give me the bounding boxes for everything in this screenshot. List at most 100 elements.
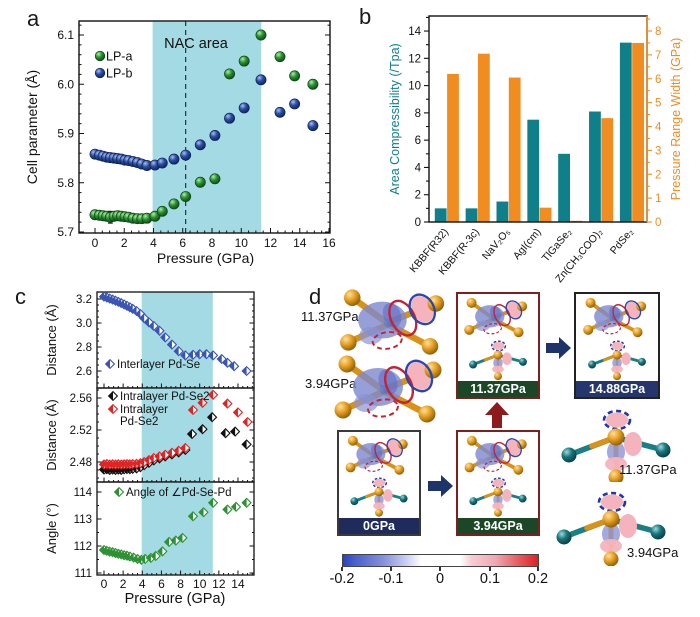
x-tick-label: 8 — [177, 577, 184, 591]
y-tick-label: 2.6 — [76, 366, 92, 378]
bar-pressure-range-width — [632, 42, 644, 222]
data-point-outline — [230, 501, 242, 513]
data-point-half — [164, 537, 170, 547]
left-tick-label: 4 — [415, 162, 422, 174]
data-point-half — [111, 548, 116, 558]
data-point-half — [105, 547, 110, 557]
pressure-label: 3.94GPa — [305, 376, 357, 391]
right-arrow-icon — [428, 475, 453, 497]
molecule-top — [462, 433, 529, 475]
data-point-half — [135, 309, 141, 319]
bar-area-compressibility — [465, 208, 478, 222]
data-point-half — [132, 459, 137, 469]
data-point-half — [242, 498, 247, 508]
x-tick-label: 4 — [150, 236, 157, 250]
data-point-half — [195, 349, 200, 359]
legend-label: Intralayer Pd-Se2 — [120, 391, 210, 403]
data-point-half — [144, 455, 149, 465]
y-axis-title: Distance (Å) — [44, 399, 59, 471]
data-point-half — [174, 346, 179, 356]
left-axis-title: Area Compressibility (/Tpa) — [388, 43, 402, 194]
x-tick-label: 0 — [101, 577, 108, 591]
data-point-half — [201, 349, 207, 359]
data-point-outline — [206, 412, 218, 423]
data-point-half — [116, 460, 122, 469]
data-point-half — [108, 391, 113, 401]
series-Interlayer Pd-Se — [98, 291, 252, 377]
category-label: NaV₂O₅ — [480, 226, 513, 262]
data-point-half — [230, 427, 236, 436]
y-tick-label: 113 — [74, 514, 92, 526]
data-point — [307, 120, 319, 132]
pressure-label: 11.37GPa — [619, 462, 677, 477]
legend-label: Interlayer Pd-Se — [117, 359, 200, 371]
x-axis-title: Pressure (GPa) — [157, 250, 254, 266]
data-point-outline — [229, 426, 241, 437]
data-point-outline — [242, 416, 253, 428]
data-point-half — [242, 366, 247, 376]
y-axis-title: Cell parameter (Å) — [24, 70, 40, 184]
y-tick-label: 2.56 — [70, 393, 92, 405]
data-point-outline — [232, 407, 244, 418]
data-point-outline — [207, 497, 219, 508]
data-point-half — [113, 549, 119, 559]
data-point-half — [188, 350, 194, 360]
data-point — [274, 106, 286, 118]
data-point-half — [217, 354, 222, 364]
left-tick-label: 6 — [415, 135, 421, 147]
data-point-half — [178, 533, 183, 543]
data-point-half — [99, 460, 104, 469]
data-point-half — [113, 459, 119, 469]
data-point-half — [102, 459, 107, 469]
data-point-outline — [166, 339, 178, 350]
data-point-half — [139, 313, 145, 323]
data-point-outline — [194, 349, 205, 360]
data-point-outline — [113, 486, 125, 498]
x-tick-label: 2 — [120, 577, 127, 591]
data-point-half — [157, 547, 163, 556]
data-point — [168, 198, 180, 210]
right-tick-label: 2 — [655, 169, 661, 181]
data-point-half — [208, 498, 214, 508]
molecule-cluster-4gpa — [329, 351, 455, 427]
right-tick-label: 8 — [655, 26, 661, 38]
left-tick-label: 14 — [408, 26, 421, 38]
data-point-half — [139, 457, 145, 467]
data-point-half — [149, 453, 154, 463]
right-tick-label: 0 — [655, 217, 661, 229]
data-point-half — [125, 459, 130, 469]
panel-c-sub2: Distance (Å) 2.56 2.52 2.48 — [44, 387, 255, 483]
x-tick-label: 0 — [92, 236, 99, 250]
series-Intralayer Pd-Se2 — [98, 389, 253, 470]
bar-area-compressibility — [589, 111, 601, 222]
right-tick-label: 3 — [655, 145, 661, 157]
molecule-cluster-11gpa — [334, 287, 458, 357]
y-tick-label: 5.7 — [57, 225, 74, 239]
data-point-outline — [107, 390, 119, 402]
data-point-half — [160, 333, 166, 342]
data-point-outline — [201, 349, 212, 360]
colorbar-label: 0 — [435, 571, 445, 587]
data-point — [224, 68, 235, 80]
data-point-half — [167, 448, 172, 458]
right-axis-title: Pressure Range Width (GPa) — [669, 38, 683, 201]
data-point-half — [151, 551, 156, 561]
data-point-outline — [186, 428, 198, 440]
data-point-half — [243, 417, 248, 427]
data-point-outline — [173, 346, 184, 357]
data-point-half — [114, 487, 119, 497]
data-point — [180, 149, 192, 161]
data-point-half — [128, 459, 133, 469]
colorbar-tick — [439, 567, 441, 571]
legend-marker — [94, 50, 106, 62]
colorbar-tick — [390, 567, 392, 571]
panel-a: 0 2 4 6 8 10 12 14 16 5.7 5.8 5.9 6.0 6.1 Pressure (GP… — [24, 20, 336, 266]
right-arrow-icon — [546, 337, 571, 359]
data-point-half — [229, 361, 235, 371]
data-point — [307, 78, 319, 90]
data-point-outline — [197, 424, 208, 435]
data-point-outline — [222, 357, 233, 369]
pressure-label: 14.88GPa — [576, 381, 658, 397]
data-point-outline — [150, 550, 161, 562]
